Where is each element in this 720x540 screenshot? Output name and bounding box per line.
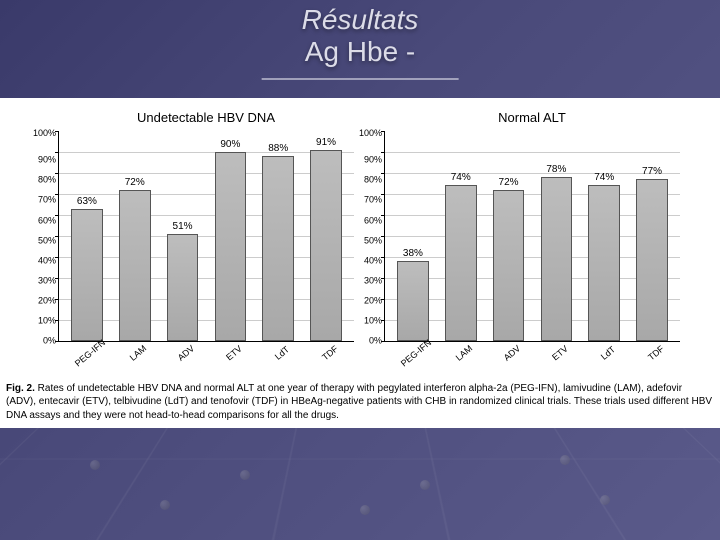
y-tick-label: 90% [22,156,56,165]
bar [215,152,247,341]
plot: 63% 72% 51% 90% 88% 91% [58,131,354,342]
y-tick-label: 70% [348,196,382,205]
title-line-2: Ag Hbe - [302,36,419,68]
caption-text: Rates of undetectable HBV DNA and normal… [6,383,712,421]
chart-normal-alt: Normal ALT 100%90%80%70%60%50%40%30%20%1… [384,110,680,372]
bar-value-label: 72% [125,177,145,188]
bar [636,179,668,340]
y-tick-label: 90% [348,156,382,165]
bar [588,185,620,340]
bar-slot: 38% [389,131,437,341]
bar-value-label: 78% [546,164,566,175]
bar-slot: 51% [159,131,207,341]
y-tick-label: 70% [22,196,56,205]
bar-slot: 90% [206,131,254,341]
bar-value-label: 74% [451,172,471,183]
y-tick-label: 100% [348,129,382,138]
bar [262,156,294,340]
bar [167,234,199,341]
y-tick-label: 80% [22,176,56,185]
y-tick-label: 60% [348,216,382,225]
bar-slot: 72% [111,131,159,341]
chart-title: Normal ALT [384,110,680,125]
y-tick-label: 80% [348,176,382,185]
bar [493,190,525,341]
bar-slot: 88% [254,131,302,341]
bars: 63% 72% 51% 90% 88% 91% [59,131,354,341]
y-tick-label: 0% [348,337,382,346]
bar [71,209,103,341]
bar [310,150,342,341]
bar [397,261,429,341]
y-axis-labels: 100%90%80%70%60%50%40%30%20%10%0% [348,131,382,342]
plot: 38% 74% 72% 78% 74% 77% [384,131,680,342]
y-axis-labels: 100%90%80%70%60%50%40%30%20%10%0% [22,131,56,342]
plot-area: 100%90%80%70%60%50%40%30%20%10%0% 63%72%… [58,131,354,372]
y-tick-label: 50% [348,236,382,245]
bar-value-label: 74% [594,172,614,183]
bar-value-label: 72% [499,177,519,188]
x-axis-labels: PEG-IFNLAMADVETVLdTTDF [58,342,354,372]
bar-value-label: 77% [642,166,662,177]
charts-row: Undetectable HBV DNA 100% 90% 80% 70% 60% 50%… [0,98,720,372]
bar [541,177,573,340]
bar-slot: 63% [63,131,111,341]
bar [119,190,151,341]
y-tick-label: 30% [348,276,382,285]
bar-slot: 72% [485,131,533,341]
chart-title: Undetectable HBV DNA [58,110,354,125]
caption-lead: Fig. 2. [6,383,35,394]
y-tick-label: 60% [22,216,56,225]
bar-value-label: 90% [220,139,240,150]
y-tick-label: 10% [348,317,382,326]
figure-panel: Undetectable HBV DNA 100% 90% 80% 70% 60% 50%… [0,98,720,428]
slide-title: Résultats Ag Hbe - [262,0,459,80]
bar-slot: 77% [628,131,676,341]
y-tick-label: 20% [348,297,382,306]
chart-undetectable-hbv-dna: Undetectable HBV DNA 100%90%80%70%60%50%… [58,110,354,372]
title-line-1: Résultats [302,4,419,36]
y-tick-label: 40% [22,256,56,265]
bars: 38% 74% 72% 78% 74% 77% [385,131,680,341]
bar-slot: 91% [302,131,350,341]
y-tick-label: 20% [22,297,56,306]
y-tick-label: 50% [22,236,56,245]
bar-value-label: 91% [316,137,336,148]
y-tick-label: 0% [22,337,56,346]
bar-value-label: 38% [403,248,423,259]
bar-value-label: 51% [173,221,193,232]
y-tick-label: 30% [22,276,56,285]
x-axis-labels: PEG-IFNLAMADVETVLdTTDF [384,342,680,372]
bar [445,185,477,340]
bar-slot: 78% [532,131,580,341]
bar-slot: 74% [580,131,628,341]
bar-slot: 74% [437,131,485,341]
y-tick-label: 100% [22,129,56,138]
plot-area: 100%90%80%70%60%50%40%30%20%10%0% 38%74%… [384,131,680,372]
y-tick-label: 40% [348,256,382,265]
bar-value-label: 88% [268,143,288,154]
y-tick-label: 10% [22,317,56,326]
bar-value-label: 63% [77,196,97,207]
